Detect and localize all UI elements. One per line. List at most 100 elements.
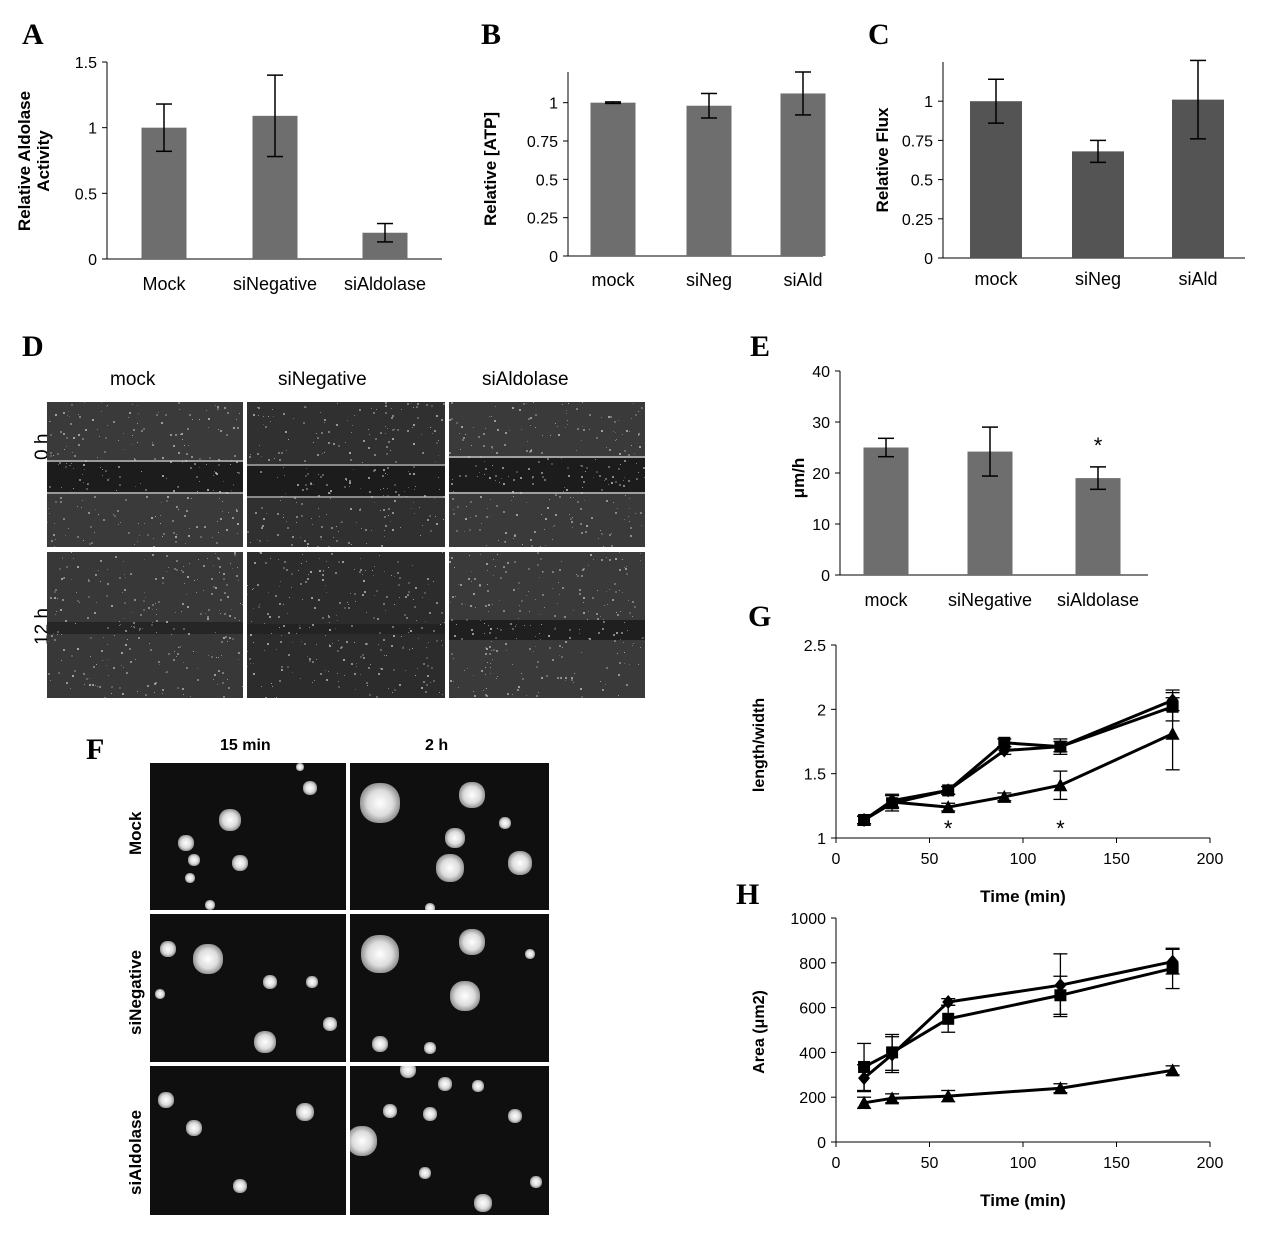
speckle [451, 418, 453, 420]
speckle [628, 480, 630, 482]
speckle [616, 632, 618, 634]
speckle [496, 505, 498, 507]
speckle [280, 641, 282, 643]
speckle [219, 572, 220, 573]
speckle [632, 645, 633, 646]
speckle [77, 600, 79, 602]
speckle [348, 542, 350, 544]
speckle [268, 592, 269, 593]
speckle [391, 645, 393, 647]
speckle [353, 469, 354, 470]
speckle [522, 678, 524, 680]
speckle [262, 525, 264, 527]
speckle [213, 475, 214, 476]
speckle [481, 670, 483, 672]
speckle [362, 574, 363, 575]
speckle [272, 409, 273, 410]
speckle [456, 422, 458, 424]
speckle [622, 559, 623, 560]
speckle [491, 650, 492, 651]
speckle [423, 681, 425, 683]
speckle [453, 681, 454, 682]
speckle [281, 642, 282, 643]
speckle [411, 508, 412, 509]
speckle [633, 643, 634, 644]
E-y-tick-label: 0 [821, 568, 830, 585]
speckle [454, 567, 455, 568]
speckle [160, 515, 161, 516]
speckle [275, 595, 277, 597]
speckle [460, 584, 462, 586]
micrograph-sialdolase-15min [150, 1066, 346, 1215]
speckle [180, 434, 181, 435]
speckle [215, 632, 216, 633]
C-y-tick-label: 0 [924, 251, 933, 268]
speckle [356, 522, 357, 523]
speckle [541, 514, 542, 515]
speckle [449, 557, 450, 558]
speckle [92, 419, 94, 421]
speckle [572, 517, 573, 518]
speckle [479, 584, 481, 586]
G-significance-star: * [944, 816, 953, 841]
speckle [325, 670, 326, 671]
speckle [392, 438, 394, 440]
speckle [613, 634, 615, 636]
speckle [453, 658, 454, 659]
speckle [59, 568, 61, 570]
speckle [496, 452, 498, 454]
speckle [247, 531, 249, 533]
speckle [146, 496, 148, 498]
f-col-label-2h: 2 h [425, 737, 449, 754]
speckle [606, 591, 607, 592]
speckle [128, 417, 129, 418]
speckle [173, 445, 175, 447]
speckle [624, 652, 625, 653]
speckle [50, 455, 52, 457]
speckle [247, 651, 248, 652]
speckle [426, 404, 428, 406]
speckle [55, 589, 57, 591]
speckle [570, 497, 571, 498]
speckle [218, 429, 219, 430]
speckle [354, 415, 355, 416]
speckle [166, 671, 168, 673]
speckle [615, 481, 617, 483]
speckle [124, 602, 126, 604]
speckle [383, 488, 384, 489]
speckle [258, 606, 260, 608]
speckle [137, 442, 138, 443]
speckle [134, 458, 135, 459]
speckle [138, 637, 140, 639]
speckle [601, 417, 602, 418]
speckle [304, 460, 306, 462]
speckle [407, 430, 409, 432]
speckle [526, 595, 527, 596]
speckle [117, 510, 119, 512]
speckle [156, 632, 157, 633]
speckle [608, 484, 609, 485]
H-y-tick-label: 1000 [790, 911, 826, 928]
E-y-tick-label: 10 [812, 517, 830, 534]
speckle [301, 515, 303, 517]
speckle [530, 450, 532, 452]
speckle [208, 427, 209, 428]
speckle [88, 596, 90, 598]
speckle [486, 563, 488, 565]
speckle [194, 580, 195, 581]
speckle [492, 448, 493, 449]
speckle [383, 495, 384, 496]
speckle [187, 497, 189, 499]
speckle [66, 437, 68, 439]
speckle [236, 575, 238, 577]
speckle [634, 606, 636, 608]
speckle [590, 554, 592, 556]
speckle [393, 635, 395, 637]
speckle [466, 619, 468, 621]
speckle [207, 616, 209, 618]
speckle [263, 424, 264, 425]
speckle [424, 495, 426, 497]
speckle [267, 540, 268, 541]
speckle [508, 476, 509, 477]
